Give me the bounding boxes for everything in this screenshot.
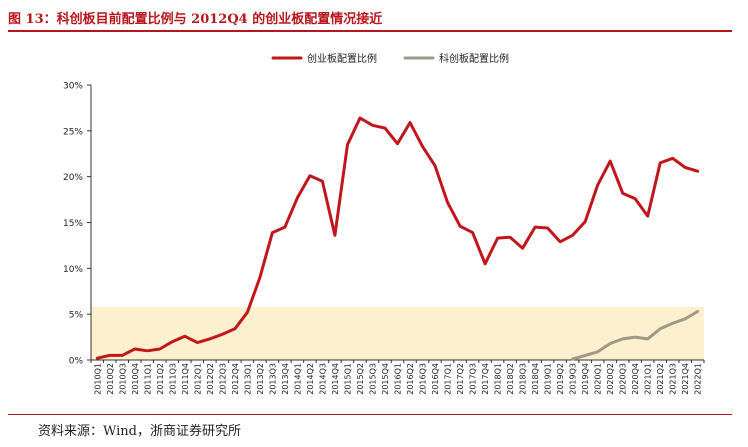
x-tick-label: 2015Q1 <box>343 363 352 395</box>
y-tick-label: 15% <box>63 219 83 229</box>
x-tick-label: 2013Q3 <box>268 363 277 395</box>
x-tick-label: 2010Q2 <box>106 363 115 395</box>
x-tick-label: 2017Q3 <box>469 363 478 395</box>
legend-label-1: 创业板配置比例 <box>307 52 377 65</box>
x-tick-label: 2012Q2 <box>206 363 215 395</box>
x-tick-label: 2017Q4 <box>481 363 490 395</box>
x-tick-label: 2011Q1 <box>143 363 152 395</box>
y-tick-label: 5% <box>69 311 84 321</box>
x-tick-label: 2010Q1 <box>93 363 102 395</box>
series-line-1 <box>95 116 700 360</box>
y-tick-label: 30% <box>63 82 83 92</box>
x-tick-label: 2017Q2 <box>456 363 465 395</box>
x-tick-label: 2014Q2 <box>306 363 315 395</box>
x-tick-label: 2014Q1 <box>293 363 302 395</box>
x-tick-label: 2010Q3 <box>118 363 127 395</box>
x-tick-label: 2019Q3 <box>569 363 578 395</box>
x-tick-label: 2018Q1 <box>494 363 503 395</box>
x-tick-label: 2015Q4 <box>381 363 390 395</box>
figure-title: 图 13：科创板目前配置比例与 2012Q4 的创业板配置情况接近 <box>8 12 383 27</box>
title-rule <box>8 30 732 32</box>
x-tick-label: 2015Q2 <box>356 363 365 395</box>
source-note: 资料来源：Wind，浙商证券研究所 <box>38 424 241 439</box>
x-tick-label: 2021Q3 <box>669 363 678 395</box>
series-line-2 <box>571 309 700 361</box>
legend-label-2: 科创板配置比例 <box>439 52 509 65</box>
x-tick-label: 2021Q4 <box>681 363 690 395</box>
x-tick-label: 2019Q2 <box>556 363 565 395</box>
x-tick-label: 2016Q3 <box>419 363 428 395</box>
x-tick-label: 2012Q1 <box>193 363 202 395</box>
x-tick-label: 2013Q1 <box>243 363 252 395</box>
x-tick-label: 2016Q4 <box>431 363 440 395</box>
x-tick-label: 2020Q2 <box>606 363 615 395</box>
x-tick-label: 2017Q1 <box>444 363 453 395</box>
x-tick-label: 2022Q1 <box>694 363 703 395</box>
x-tick-label: 2015Q3 <box>368 363 377 395</box>
x-tick-label: 2020Q1 <box>594 363 603 395</box>
x-tick-label: 2014Q4 <box>331 363 340 395</box>
y-tick-label: 0% <box>69 357 84 367</box>
x-tick-label: 2016Q1 <box>394 363 403 395</box>
bottom-rule <box>8 414 732 415</box>
x-tick-label: 2018Q4 <box>531 363 540 395</box>
y-tick-label: 20% <box>63 173 83 183</box>
x-tick-label: 2011Q2 <box>156 363 165 395</box>
x-tick-label: 2012Q3 <box>218 363 227 395</box>
x-tick-label: 2012Q4 <box>231 363 240 395</box>
x-tick-label: 2019Q1 <box>544 363 553 395</box>
x-tick-label: 2020Q3 <box>619 363 628 395</box>
x-tick-label: 2011Q4 <box>181 363 190 395</box>
x-tick-label: 2019Q4 <box>581 363 590 395</box>
x-tick-label: 2016Q2 <box>406 363 415 395</box>
x-tick-label: 2018Q3 <box>519 363 528 395</box>
x-tick-label: 2021Q2 <box>656 363 665 395</box>
x-tick-label: 2018Q2 <box>506 363 515 395</box>
x-tick-label: 2014Q3 <box>318 363 327 395</box>
x-tick-label: 2010Q4 <box>131 363 140 395</box>
x-tick-label: 2020Q4 <box>631 363 640 395</box>
highlight-band <box>91 306 704 360</box>
x-tick-label: 2013Q2 <box>256 363 265 395</box>
x-tick-label: 2013Q4 <box>281 363 290 395</box>
x-tick-label: 2021Q1 <box>644 363 653 395</box>
x-tick-label: 2011Q3 <box>168 363 177 395</box>
y-tick-label: 10% <box>63 265 83 275</box>
y-tick-label: 25% <box>63 127 83 137</box>
line-chart: 0% 5% 10% 15% 20% 25% 30% 2010Q1 2010Q2 2010Q3 201… <box>63 52 705 395</box>
